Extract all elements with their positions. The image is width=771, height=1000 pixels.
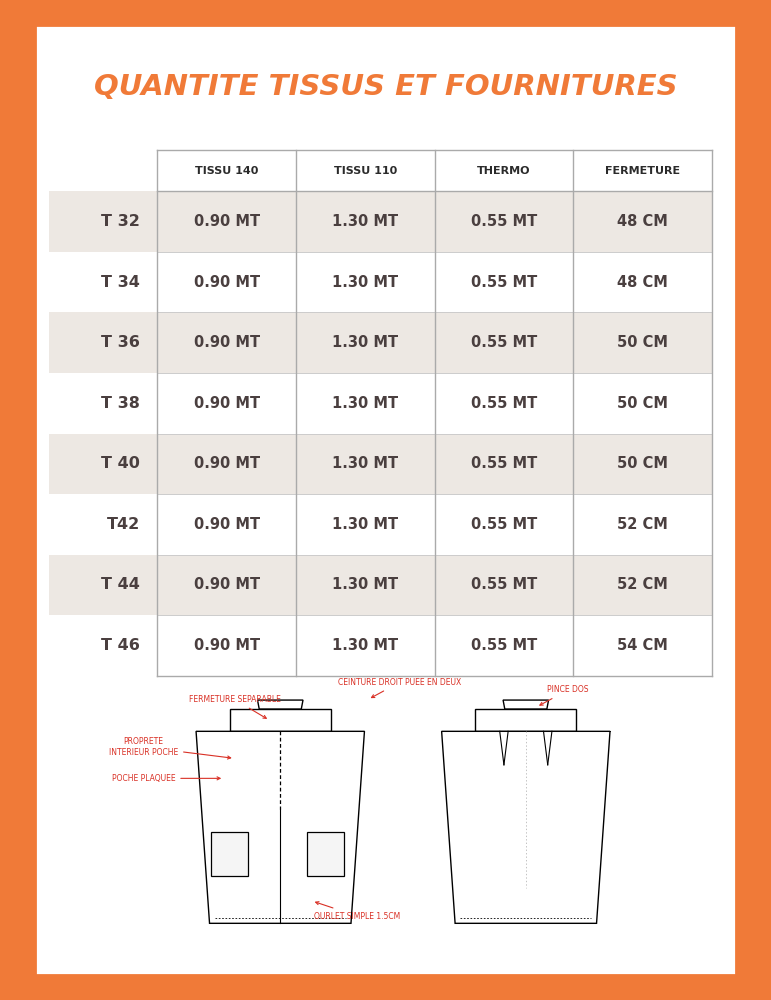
Text: 54 CM: 54 CM <box>617 638 668 653</box>
Text: T 44: T 44 <box>101 577 140 592</box>
Bar <box>211 832 248 876</box>
Bar <box>49 252 712 312</box>
Text: 0.55 MT: 0.55 MT <box>471 396 537 411</box>
Polygon shape <box>196 731 365 923</box>
Text: OURLET SIMPLE 1.5CM: OURLET SIMPLE 1.5CM <box>315 902 401 921</box>
Bar <box>49 494 712 555</box>
Text: 1.30 MT: 1.30 MT <box>332 275 399 290</box>
Text: 0.90 MT: 0.90 MT <box>194 275 260 290</box>
Bar <box>49 555 712 615</box>
Text: 52 CM: 52 CM <box>617 517 668 532</box>
Bar <box>49 434 712 494</box>
Text: 0.90 MT: 0.90 MT <box>194 456 260 471</box>
Bar <box>49 373 712 434</box>
Text: THERMO: THERMO <box>477 166 530 176</box>
Text: 0.55 MT: 0.55 MT <box>471 275 537 290</box>
Text: TISSU 140: TISSU 140 <box>195 166 258 176</box>
Bar <box>49 312 712 373</box>
Text: 0.90 MT: 0.90 MT <box>194 638 260 653</box>
Text: FERMETURE: FERMETURE <box>605 166 680 176</box>
Text: T 40: T 40 <box>101 456 140 471</box>
Text: 1.30 MT: 1.30 MT <box>332 396 399 411</box>
Text: T 38: T 38 <box>101 396 140 411</box>
Text: 1.30 MT: 1.30 MT <box>332 214 399 229</box>
Polygon shape <box>503 700 548 709</box>
Text: 0.55 MT: 0.55 MT <box>471 638 537 653</box>
Polygon shape <box>258 700 303 709</box>
Text: 0.90 MT: 0.90 MT <box>194 517 260 532</box>
Text: 52 CM: 52 CM <box>617 577 668 592</box>
Text: 1.30 MT: 1.30 MT <box>332 577 399 592</box>
Text: T 32: T 32 <box>101 214 140 229</box>
Text: 50 CM: 50 CM <box>617 456 668 471</box>
Text: T 34: T 34 <box>101 275 140 290</box>
Bar <box>475 709 577 731</box>
Text: 1.30 MT: 1.30 MT <box>332 335 399 350</box>
Polygon shape <box>442 731 610 923</box>
Bar <box>49 615 712 676</box>
Text: 0.90 MT: 0.90 MT <box>194 396 260 411</box>
Text: 0.55 MT: 0.55 MT <box>471 517 537 532</box>
Text: POCHE PLAQUEE: POCHE PLAQUEE <box>112 774 220 783</box>
Text: T 36: T 36 <box>101 335 140 350</box>
Text: 0.55 MT: 0.55 MT <box>471 456 537 471</box>
Text: PROPRETE
INTERIEUR POCHE: PROPRETE INTERIEUR POCHE <box>109 737 231 759</box>
Bar <box>157 150 712 191</box>
Text: PINCE DOS: PINCE DOS <box>540 686 589 705</box>
Text: CEINTURE DROIT PUEE EN DEUX: CEINTURE DROIT PUEE EN DEUX <box>338 678 461 698</box>
Bar <box>49 191 712 252</box>
Text: 0.90 MT: 0.90 MT <box>194 335 260 350</box>
Bar <box>230 709 331 731</box>
Text: 0.90 MT: 0.90 MT <box>194 214 260 229</box>
Text: T 46: T 46 <box>101 638 140 653</box>
Text: 1.30 MT: 1.30 MT <box>332 517 399 532</box>
Text: TISSU 110: TISSU 110 <box>334 166 397 176</box>
Text: 50 CM: 50 CM <box>617 335 668 350</box>
Text: FERMETURE SEPARABLE: FERMETURE SEPARABLE <box>189 695 281 718</box>
Text: 48 CM: 48 CM <box>617 275 668 290</box>
Text: 0.90 MT: 0.90 MT <box>194 577 260 592</box>
Text: 0.55 MT: 0.55 MT <box>471 577 537 592</box>
Text: 48 CM: 48 CM <box>617 214 668 229</box>
Bar <box>307 832 344 876</box>
Text: T42: T42 <box>106 517 140 532</box>
Text: 50 CM: 50 CM <box>617 396 668 411</box>
Text: 0.55 MT: 0.55 MT <box>471 214 537 229</box>
Text: 1.30 MT: 1.30 MT <box>332 456 399 471</box>
Text: 0.55 MT: 0.55 MT <box>471 335 537 350</box>
Text: QUANTITE TISSUS ET FOURNITURES: QUANTITE TISSUS ET FOURNITURES <box>94 73 677 101</box>
Text: 1.30 MT: 1.30 MT <box>332 638 399 653</box>
